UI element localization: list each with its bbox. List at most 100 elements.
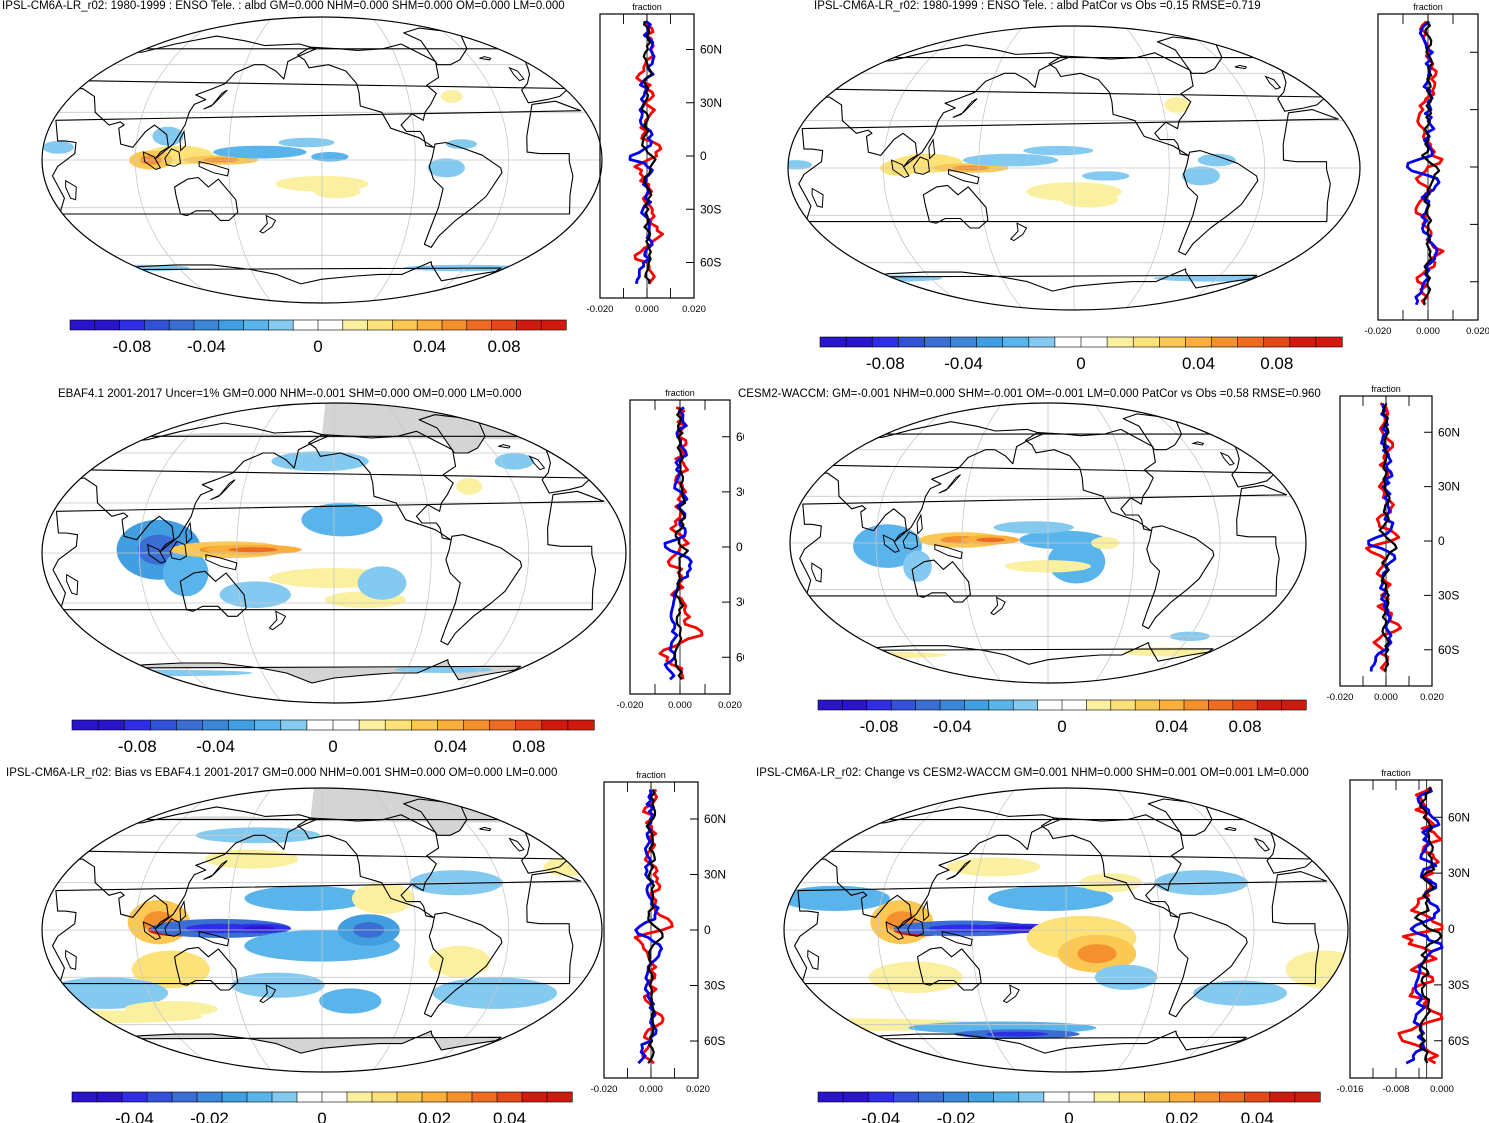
coastline-australia	[174, 946, 239, 991]
colorbar-tick-label: 0.04	[413, 337, 446, 356]
profile-series-black	[673, 407, 689, 681]
lat-tick-label: 0	[704, 923, 711, 937]
colorbar: -0.08 -0.04 0 0.04 0.08	[71, 719, 595, 756]
meridian	[134, 788, 224, 1072]
map-content	[42, 788, 602, 1072]
colorbar: -0.08 -0.04 0 0.04 0.08	[69, 319, 567, 356]
x-tick-label: -0.016	[1337, 1084, 1364, 1095]
coastline-south-america	[423, 141, 503, 248]
profile-label: fraction	[632, 2, 662, 12]
zonal-profile: fraction 60N 30N 0 30S 60S -0.020 0.000 0.020	[591, 770, 726, 1095]
x-tick-label: 0.000	[1430, 1084, 1454, 1095]
meridian	[436, 403, 530, 703]
lat-tick-label: 60S	[1438, 643, 1459, 657]
coastline-australia	[911, 559, 971, 603]
coastline-africa	[51, 871, 582, 985]
anomaly-region	[219, 581, 291, 608]
panel-title: IPSL-CM6A-LR_r02: 1980-1999 : ENSO Tele.…	[814, 0, 1261, 12]
profile-series-red	[1397, 786, 1444, 1065]
meridian	[1174, 26, 1266, 310]
lat-tick-label: 30N	[700, 96, 722, 110]
coastline-philippines	[179, 129, 187, 152]
meridian	[961, 403, 1003, 683]
coastline-antarctica	[111, 659, 522, 703]
colorbar-tick-label: -0.02	[937, 1109, 976, 1123]
anomaly-region	[1081, 171, 1130, 181]
map	[787, 25, 1361, 311]
map	[41, 787, 603, 1073]
anomaly-region	[1061, 191, 1119, 208]
coastline-asia	[812, 421, 1044, 542]
anomaly-region	[213, 145, 307, 159]
colorbar-tick-label: 0.04	[1182, 354, 1215, 370]
lat-tick-label: 60N	[700, 43, 722, 57]
zonal-profile: fraction 60N 30N 0 30S 60S -0.016 -0.008 0.000	[1337, 768, 1470, 1095]
coastline-borneo	[902, 531, 919, 550]
meridian	[228, 788, 273, 1072]
meridian	[978, 26, 1024, 310]
lat-tick-label: 30N	[704, 868, 726, 882]
anomaly-region	[993, 521, 1074, 534]
coastline-africa	[51, 100, 582, 215]
anomaly-region	[1197, 153, 1236, 167]
colorbar-tick-label: 0	[1057, 717, 1066, 736]
coastline-iceland	[479, 826, 492, 832]
coastline-south-america	[440, 534, 523, 646]
coastline-japan	[946, 860, 971, 880]
x-tick-label: -0.020	[1327, 692, 1354, 703]
anomaly-region	[440, 90, 463, 103]
coastline-iceland	[1234, 64, 1248, 70]
anomaly-region	[987, 885, 1114, 911]
colorbar-box	[540, 319, 567, 331]
colorbar-tick-label: 0.08	[487, 337, 520, 356]
coastline-south-america	[1178, 150, 1259, 256]
coastline-borneo	[169, 540, 187, 561]
profile-series-red	[1365, 402, 1402, 673]
anomaly-core	[1077, 944, 1117, 964]
coastline-antarctica	[856, 268, 1258, 310]
colorbar-tick-label: 0.02	[418, 1109, 451, 1123]
coastline-new-zealand	[268, 610, 287, 631]
coastline-new-guinea	[205, 554, 238, 571]
meridian	[385, 403, 432, 703]
coastline-madagascar	[65, 949, 77, 971]
anomaly-region	[352, 882, 415, 915]
coastline-asia	[66, 35, 317, 159]
x-tick-label: 0.020	[1466, 326, 1489, 337]
coastline-africa	[52, 490, 605, 611]
lat-tick-label: 0	[1448, 922, 1455, 936]
x-tick-label: 0.020	[682, 304, 706, 315]
coastline-madagascar	[66, 573, 79, 596]
coastline-madagascar	[811, 562, 823, 583]
map-content	[784, 788, 1348, 1072]
meridian	[1124, 26, 1170, 310]
lat-tick-label: 60N	[1448, 810, 1470, 824]
profile-series-blue	[663, 406, 693, 681]
profile-series-blue	[1405, 20, 1441, 306]
coastline-new-zealand	[1009, 222, 1028, 242]
profile-series-red	[633, 20, 664, 285]
meridian	[138, 403, 232, 703]
coastline-sumatra	[142, 151, 162, 171]
profile-label: fraction	[1381, 768, 1411, 778]
colorbar-box	[546, 1091, 573, 1103]
coastline-japan	[938, 474, 961, 494]
coastline-antarctica	[108, 261, 502, 303]
coastline-new-guinea	[947, 168, 980, 185]
profile-series-red	[1414, 20, 1445, 306]
colorbar-tick-label: -0.08	[860, 717, 899, 736]
map	[41, 402, 627, 704]
coastline-australia	[916, 946, 982, 991]
coastline-new-guinea	[198, 930, 230, 947]
anomaly-region	[357, 566, 407, 600]
zonal-profile: fraction 60N 30N 0 30S 60S -0.020 0.000 0.020	[617, 388, 744, 711]
meridian	[1093, 403, 1135, 683]
colorbar-tick-label: 0	[1076, 354, 1085, 370]
meridian	[134, 17, 224, 303]
coastline-uk	[1219, 451, 1235, 466]
coastline-madagascar	[807, 949, 820, 971]
colorbar-box	[567, 719, 595, 731]
profile-series-blue	[1405, 786, 1444, 1065]
coastline-australia	[922, 184, 989, 229]
anomaly-region	[124, 1001, 218, 1017]
